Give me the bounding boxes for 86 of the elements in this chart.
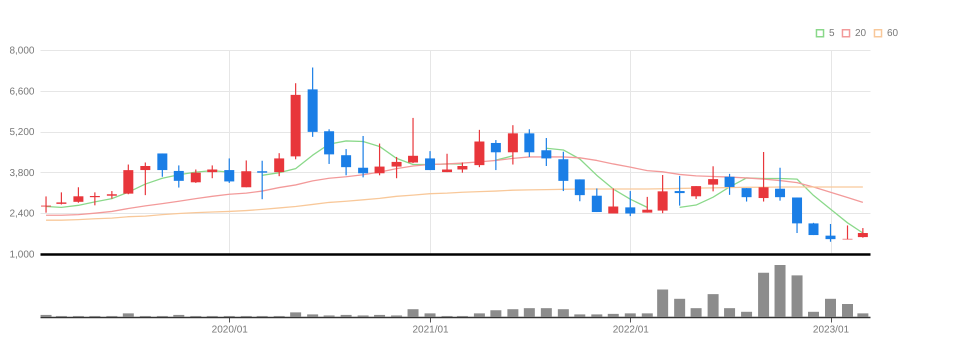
candlestick [224, 158, 234, 184]
bar [624, 313, 636, 317]
candlestick [724, 173, 735, 196]
candlestick [490, 139, 501, 171]
candlestick [508, 124, 518, 166]
bar [825, 298, 836, 317]
candlestick [592, 188, 602, 213]
candlestick [241, 160, 252, 188]
candlestick [541, 137, 552, 167]
candlestick [758, 151, 769, 202]
candlestick [157, 152, 168, 178]
candlestick [324, 128, 334, 165]
legend-label: 5 [829, 28, 835, 40]
candlestick [56, 192, 66, 206]
candlestick [257, 160, 268, 200]
bar [574, 314, 586, 317]
candlestick [358, 135, 368, 178]
bar [424, 313, 436, 317]
y-tick-label: 5,200 [9, 127, 35, 138]
bar [122, 313, 134, 317]
legend-label: 20 [855, 28, 867, 40]
candlestick [190, 168, 201, 184]
candlestick [574, 178, 585, 202]
candlestick [742, 188, 752, 202]
candlestick [625, 190, 636, 217]
candlestick [658, 174, 668, 214]
bar [474, 313, 485, 317]
bar [558, 309, 569, 317]
candlestick [425, 150, 436, 171]
candlestick [608, 188, 618, 214]
candlestick [524, 128, 534, 158]
candlestick [474, 129, 484, 168]
x-tick-label: 2022/01 [612, 324, 650, 336]
y-tick-label: 8,000 [9, 46, 35, 56]
bar [724, 308, 736, 317]
bar [708, 294, 719, 317]
bar [774, 265, 786, 317]
candlestick [374, 142, 385, 176]
candlestick [775, 167, 786, 202]
bar [741, 312, 752, 317]
bar [307, 314, 318, 317]
bar [642, 313, 653, 317]
bar [591, 314, 602, 317]
bar [290, 312, 302, 317]
legend-label: 60 [887, 28, 899, 40]
candlestick [274, 152, 284, 177]
bar [758, 272, 770, 317]
y-tick-label: 2,400 [9, 208, 35, 220]
candlestick [41, 196, 52, 214]
candlestick [457, 162, 468, 174]
y-tick-label: 6,600 [9, 86, 35, 98]
candlestick [442, 153, 452, 173]
bar [808, 312, 819, 317]
candlestick [642, 196, 652, 214]
candlestick [558, 151, 568, 192]
candlestick [708, 166, 718, 192]
candlestick [207, 164, 218, 179]
bar [507, 309, 518, 317]
candlestick [341, 148, 352, 176]
x-tick-label: 2020/01 [212, 324, 248, 336]
candlestick [392, 156, 402, 179]
candlestick [826, 223, 836, 242]
bar [524, 308, 535, 317]
bar [408, 309, 419, 317]
bar [690, 308, 702, 317]
candlestick [674, 175, 685, 206]
candlestick [73, 186, 84, 204]
bar [490, 310, 502, 317]
candlestick [858, 227, 868, 238]
bar [792, 275, 803, 317]
bar [540, 308, 552, 317]
x-tick-label: 2021/01 [412, 324, 450, 336]
candlestick [408, 117, 418, 164]
bar [674, 298, 686, 317]
candlestick [691, 185, 702, 200]
bar [857, 313, 868, 317]
y-tick-label: 3,800 [9, 168, 35, 179]
bar [657, 289, 668, 317]
candlestick [808, 222, 818, 236]
bar [608, 314, 619, 317]
candlestick [140, 162, 150, 196]
y-tick-label: 1,000 [9, 250, 35, 260]
x-tick-label: 2023/01 [812, 324, 850, 336]
bar [842, 304, 854, 317]
candlestick [174, 164, 184, 188]
candlestick [123, 164, 134, 195]
